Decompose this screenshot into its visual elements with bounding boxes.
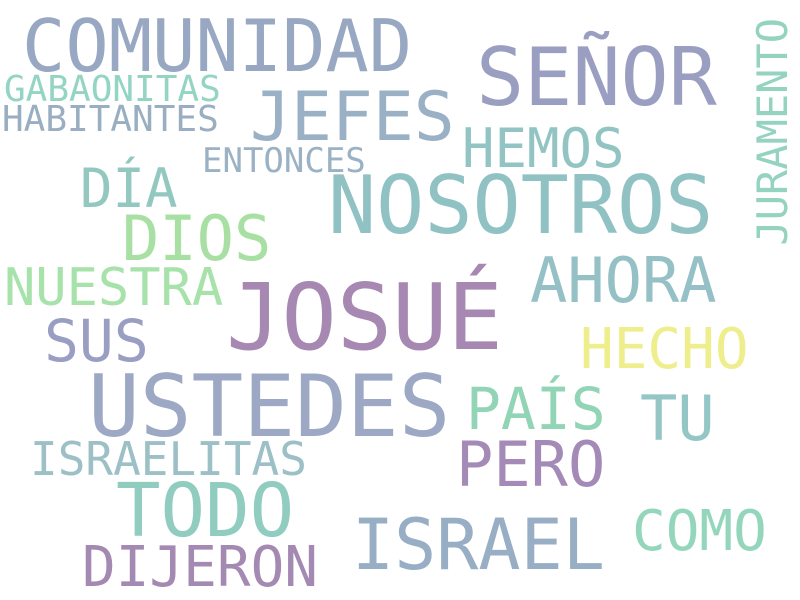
word-sus: SUS <box>44 307 149 375</box>
word-israel: ISRAEL <box>352 504 605 586</box>
word-como: COMO <box>632 499 767 564</box>
word-hemos: HEMOS <box>462 117 625 180</box>
word-ustedes: USTEDES <box>88 357 451 457</box>
word-dijeron: DIJERON <box>82 535 319 600</box>
word-gabaonitas: GABAONITAS <box>4 69 221 110</box>
word-comunidad: COMUNIDAD <box>22 4 413 88</box>
word-habitantes: HABITANTES <box>2 99 219 140</box>
word-josue: JOSUÉ <box>226 264 503 371</box>
word-tu: TU <box>640 382 715 455</box>
word-senor: SEÑOR <box>476 31 717 124</box>
word-pais: PAÍS <box>466 375 606 443</box>
word-juramento: JURAMENTO <box>748 18 797 246</box>
word-hecho: HECHO <box>580 317 749 382</box>
word-dia: DÍA <box>80 157 178 220</box>
word-dios: DIOS <box>122 202 272 275</box>
word-israelitas: ISRAELITAS <box>30 432 307 486</box>
word-pero: PERO <box>456 428 606 501</box>
word-nosotros: NOSOTROS <box>328 159 714 252</box>
word-entonces: ENTONCES <box>202 141 366 181</box>
word-todo: TODO <box>116 468 295 554</box>
word-ahora: AHORA <box>530 244 717 317</box>
word-jefes: JEFES <box>250 78 455 157</box>
word-nuestra: NUESTRA <box>4 258 224 318</box>
